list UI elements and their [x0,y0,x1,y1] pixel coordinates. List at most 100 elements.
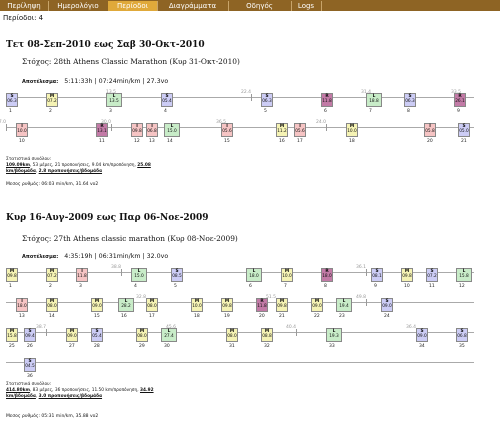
nav-tab-4[interactable]: Οδηγός [228,1,292,11]
workout-block[interactable]: L 15.0 [131,268,147,282]
workout-number: 22 [314,314,320,319]
week-total: 40.4 [286,325,296,330]
workout-block[interactable]: R 11.8 [256,298,268,312]
workout-block[interactable]: I 05.8 [424,123,436,137]
workout-block[interactable]: L 27.4 [161,328,177,342]
workout-block[interactable]: L 19.4 [336,298,352,312]
workout-km: 07.2 [427,274,437,279]
workout-block[interactable]: M 08.0 [46,298,58,312]
workout-km: 05.6 [295,129,305,134]
week-total: 24.0 [316,120,326,125]
workout-block[interactable]: M 09.8 [276,298,288,312]
week-total: 36.4 [406,325,416,330]
workout-block[interactable]: S 09.0 [381,298,393,312]
workout-km: 28.2 [119,304,133,309]
workout-block[interactable]: R 26.1 [454,93,466,107]
workout-km: 05.8 [425,129,435,134]
workout-block[interactable]: S 08.5 [171,268,183,282]
workout-block[interactable]: I 05.6 [221,123,233,137]
workout-km: 18.8 [367,99,381,104]
workout-block[interactable]: S 05.0 [458,123,470,137]
workout-block[interactable]: S 06.3 [261,93,273,107]
workout-number: 25 [9,344,15,349]
workout-block[interactable]: M 09.8 [6,268,18,282]
workout-km: 06.3 [405,99,415,104]
workout-km: 07.2 [47,99,57,104]
workout-block[interactable]: L 19.3 [326,328,342,342]
workout-km: 15.0 [132,274,146,279]
workout-block[interactable]: L 15.8 [456,268,472,282]
workout-block[interactable]: S 07.2 [426,268,438,282]
workout-block[interactable]: M 08.0 [226,328,238,342]
week-total: 36.1 [356,265,366,270]
week-tick [251,94,252,101]
workout-block[interactable]: L 28.2 [118,298,134,312]
workout-block[interactable]: L 15.0 [164,123,180,137]
timeline-row: 32.8 51.5 49.8 I 18.0 13 M 08.0 14 M 09.0 15 L 28.2 16… [6,295,474,325]
stats-details: , 53 μέρες, 21 προπονήσεις, 9.04 km/προπ… [30,163,137,168]
workout-block[interactable]: L 13.5 [106,93,122,107]
workout-block[interactable]: S 06.3 [404,93,416,107]
workout-block[interactable]: I 09.8 [131,123,143,137]
workout-km: 08.0 [147,304,157,309]
workout-block[interactable]: S 04.5 [24,358,36,372]
workout-number: 2 [49,284,52,289]
workout-block[interactable]: M 07.2 [46,93,58,107]
workout-block[interactable]: L 18.8 [366,93,382,107]
workout-km: 09.8 [222,304,232,309]
week-total: 22.4 [241,90,251,95]
workout-block[interactable]: S 05.4 [91,328,103,342]
stats-distance: 414.80km [6,388,30,393]
workout-block[interactable]: M 09.0 [91,298,103,312]
stats-weekly-unit: km/βδομάδα [6,169,36,174]
nav-tab-0[interactable]: Περίληψη [0,1,49,11]
workout-km: 09.0 [67,334,77,339]
workout-block[interactable]: M 08.8 [261,328,273,342]
workout-block[interactable]: S 05.4 [161,93,173,107]
workout-block[interactable]: M 07.2 [46,268,58,282]
workout-km: 10.0 [347,129,357,134]
workout-block[interactable]: I 18.0 [16,298,28,312]
workout-number: 26 [27,344,33,349]
workout-number: 8 [407,109,410,114]
workout-km: 13.5 [107,99,121,104]
nav-tab-5[interactable]: Logs [291,1,322,11]
workout-block[interactable]: S 06.3 [6,93,18,107]
period-goal: Στόχος: 28th Athens Classic Marathon (Κυ… [22,57,240,66]
workout-block[interactable]: M 09.8 [221,298,233,312]
workout-block[interactable]: M 09.0 [311,298,323,312]
workout-block[interactable]: M 10.0 [191,298,203,312]
workout-block[interactable]: I 06.8 [146,123,158,137]
workout-block[interactable]: S 09.4 [24,328,36,342]
workout-block[interactable]: M 09.0 [66,328,78,342]
workout-block[interactable]: M 10.0 [346,123,358,137]
stats-sessions: 2.8 προπονήσεις/βδομάδα [39,169,102,174]
nav-tab-3[interactable]: Διαγράμματα [157,1,229,11]
workout-km: 09.4 [25,334,35,339]
workout-block[interactable]: M 11.2 [276,123,288,137]
nav-tab-2[interactable]: Περίοδοι [108,1,158,11]
workout-block[interactable]: S 06.8 [456,328,468,342]
workout-block[interactable]: I 11.8 [76,268,88,282]
workout-block[interactable]: M 09.8 [401,268,413,282]
workout-block[interactable]: I 05.6 [294,123,306,137]
week-tick [296,329,297,336]
workout-block[interactable]: L 18.0 [246,268,262,282]
workout-block[interactable]: I 10.0 [16,123,28,137]
week-tick [366,269,367,276]
workout-block[interactable]: S 09.0 [416,328,428,342]
workout-km: 08.5 [172,274,182,279]
workout-block[interactable]: R 13.1 [96,123,108,137]
workout-block[interactable]: R 11.8 [321,93,333,107]
nav-tab-1[interactable]: Ημερολόγιο [48,1,109,11]
workout-block[interactable]: M 10.0 [281,268,293,282]
workout-number: 17 [149,314,155,319]
workout-number: 4 [164,109,167,114]
workout-block[interactable]: S 08.1 [371,268,383,282]
period-result: Αποτέλεσμα: 5:11:33h | 07:24min/km | 27.… [22,78,168,85]
workout-block[interactable]: R 18.0 [321,268,333,282]
workout-block[interactable]: M 08.0 [146,298,158,312]
workout-number: 4 [134,284,137,289]
workout-block[interactable]: M 15.8 [6,328,18,342]
workout-block[interactable]: M 08.0 [136,328,148,342]
